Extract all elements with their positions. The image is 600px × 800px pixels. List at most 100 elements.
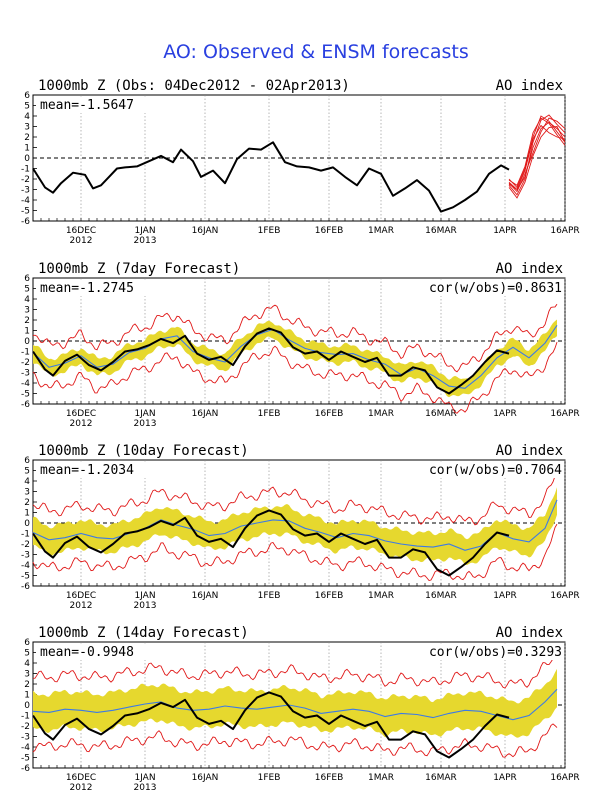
chart-panel-2: 1000mb Z (7day Forecast) AO index 16DEC 201…	[21, 261, 580, 429]
y-tick-label: 1	[24, 144, 30, 154]
x-tick-label: 16MAR	[425, 226, 457, 236]
y-tick-label: 4	[24, 295, 30, 305]
y-tick-label: 5	[24, 102, 30, 112]
y-tick-label: 6	[24, 91, 30, 101]
y-tick-label: -1	[21, 165, 30, 175]
x-tick-label: 16FEB	[315, 226, 344, 236]
x-tick-year: 2013	[134, 236, 157, 246]
y-tick-label: 6	[24, 638, 30, 648]
y-tick-label: -4	[21, 196, 30, 206]
y-tick-label: -6	[21, 764, 30, 774]
panel-right-label: AO index	[496, 78, 563, 94]
y-tick-label: -6	[21, 400, 30, 410]
x-tick-label: 16FEB	[315, 773, 344, 783]
x-tick-label: 16JAN	[192, 591, 219, 601]
x-tick-label: 16MAR	[425, 773, 457, 783]
y-tick-label: -1	[21, 348, 30, 358]
observed-ao-line	[32, 141, 510, 213]
observed-ao-line	[32, 509, 510, 577]
mean-label: mean=-0.9948	[40, 645, 134, 660]
panel-title: 1000mb Z (7day Forecast)	[38, 261, 240, 277]
x-tick-label: 1MAR	[368, 591, 394, 601]
x-tick-label: 1APR	[493, 591, 517, 601]
x-tick-year: 2013	[134, 601, 157, 611]
y-tick-label: 3	[24, 306, 30, 316]
y-tick-label: -2	[21, 540, 30, 550]
x-tick-label: 16JAN	[192, 226, 219, 236]
y-tick-label: 4	[24, 477, 30, 487]
cor-label-bg	[407, 644, 562, 660]
mean-label-bg	[36, 644, 154, 660]
x-tick-label: 1JAN	[134, 409, 155, 419]
x-tick-label: 16FEB	[315, 409, 344, 419]
y-tick-label: 6	[24, 456, 30, 466]
y-tick-label: -3	[21, 369, 30, 379]
y-tick-label: -2	[21, 175, 30, 185]
observed-ao-line	[32, 327, 510, 395]
y-tick-label: 5	[24, 467, 30, 477]
x-tick-label: 16DEC	[66, 409, 96, 419]
x-tick-label: 16JAN	[192, 773, 219, 783]
x-tick-label: 16APR	[550, 773, 579, 783]
y-tick-label: 5	[24, 285, 30, 295]
y-tick-label: -5	[21, 572, 30, 582]
chart-panel-1: 1000mb Z (Obs: 04Dec2012 - 02Apr2013) AO …	[21, 78, 580, 246]
mean-label: mean=-1.2745	[40, 281, 134, 296]
panel-right-label: AO index	[496, 261, 563, 277]
panel-title: 1000mb Z (10day Forecast)	[38, 443, 249, 459]
panel-title: 1000mb Z (Obs: 04Dec2012 - 02Apr2013)	[38, 78, 350, 94]
y-tick-label: 0	[24, 154, 30, 164]
chart-panels: 1000mb Z (Obs: 04Dec2012 - 02Apr2013) AO …	[21, 78, 580, 793]
cor-label: cor(w/obs)=0.3293	[429, 645, 562, 660]
cor-label-bg	[407, 280, 562, 296]
y-tick-label: -3	[21, 733, 30, 743]
cor-label: cor(w/obs)=0.8631	[429, 281, 562, 296]
panel-right-label: AO index	[496, 625, 563, 641]
x-tick-label: 16JAN	[192, 409, 219, 419]
chart-panel-3: 1000mb Z (10day Forecast) AO index16DEC20…	[21, 443, 580, 611]
panel-title: 1000mb Z (14day Forecast)	[38, 625, 249, 641]
y-tick-label: 3	[24, 123, 30, 133]
mean-label-bg	[36, 462, 154, 478]
x-tick-label: 1APR	[493, 226, 517, 236]
ensemble-envelope-upper	[32, 303, 558, 373]
x-tick-label: 16DEC	[66, 226, 96, 236]
x-tick-year: 2012	[70, 601, 93, 611]
y-tick-label: -3	[21, 551, 30, 561]
x-tick-label: 1JAN	[134, 773, 155, 783]
y-tick-label: 3	[24, 488, 30, 498]
forecast-member-line	[508, 117, 566, 186]
figure-title: AO: Observed & ENSM forecasts	[163, 41, 468, 63]
ensemble-envelope-lower	[32, 523, 558, 582]
x-tick-year: 2012	[70, 236, 93, 246]
y-tick-label: -4	[21, 561, 30, 571]
y-tick-label: 4	[24, 659, 30, 669]
x-tick-label: 1FEB	[258, 226, 281, 236]
y-tick-label: 0	[24, 701, 30, 711]
forecast-member-line	[508, 124, 566, 191]
x-tick-label: 16FEB	[315, 591, 344, 601]
ensemble-spread-band	[33, 319, 557, 398]
y-tick-label: 2	[24, 680, 30, 690]
y-tick-label: 4	[24, 112, 30, 122]
x-tick-year: 2013	[134, 419, 157, 429]
y-tick-label: -6	[21, 217, 30, 227]
y-tick-label: 6	[24, 274, 30, 284]
y-tick-label: -2	[21, 722, 30, 732]
x-tick-label: 1FEB	[258, 773, 281, 783]
y-tick-label: -4	[21, 379, 30, 389]
x-tick-label: 16DEC	[66, 773, 96, 783]
y-tick-label: 2	[24, 316, 30, 326]
ensemble-envelope-lower	[32, 341, 558, 414]
y-tick-label: -5	[21, 754, 30, 764]
y-tick-label: 2	[24, 133, 30, 143]
x-tick-label: 16APR	[550, 409, 579, 419]
ensemble-mean-line	[32, 324, 558, 389]
x-tick-label: 1FEB	[258, 409, 281, 419]
x-tick-label: 1JAN	[134, 591, 155, 601]
y-tick-label: -5	[21, 207, 30, 217]
mean-label: mean=-1.5647	[40, 98, 134, 113]
y-tick-label: -4	[21, 743, 30, 753]
x-tick-year: 2013	[134, 783, 157, 793]
x-tick-label: 1APR	[493, 409, 517, 419]
